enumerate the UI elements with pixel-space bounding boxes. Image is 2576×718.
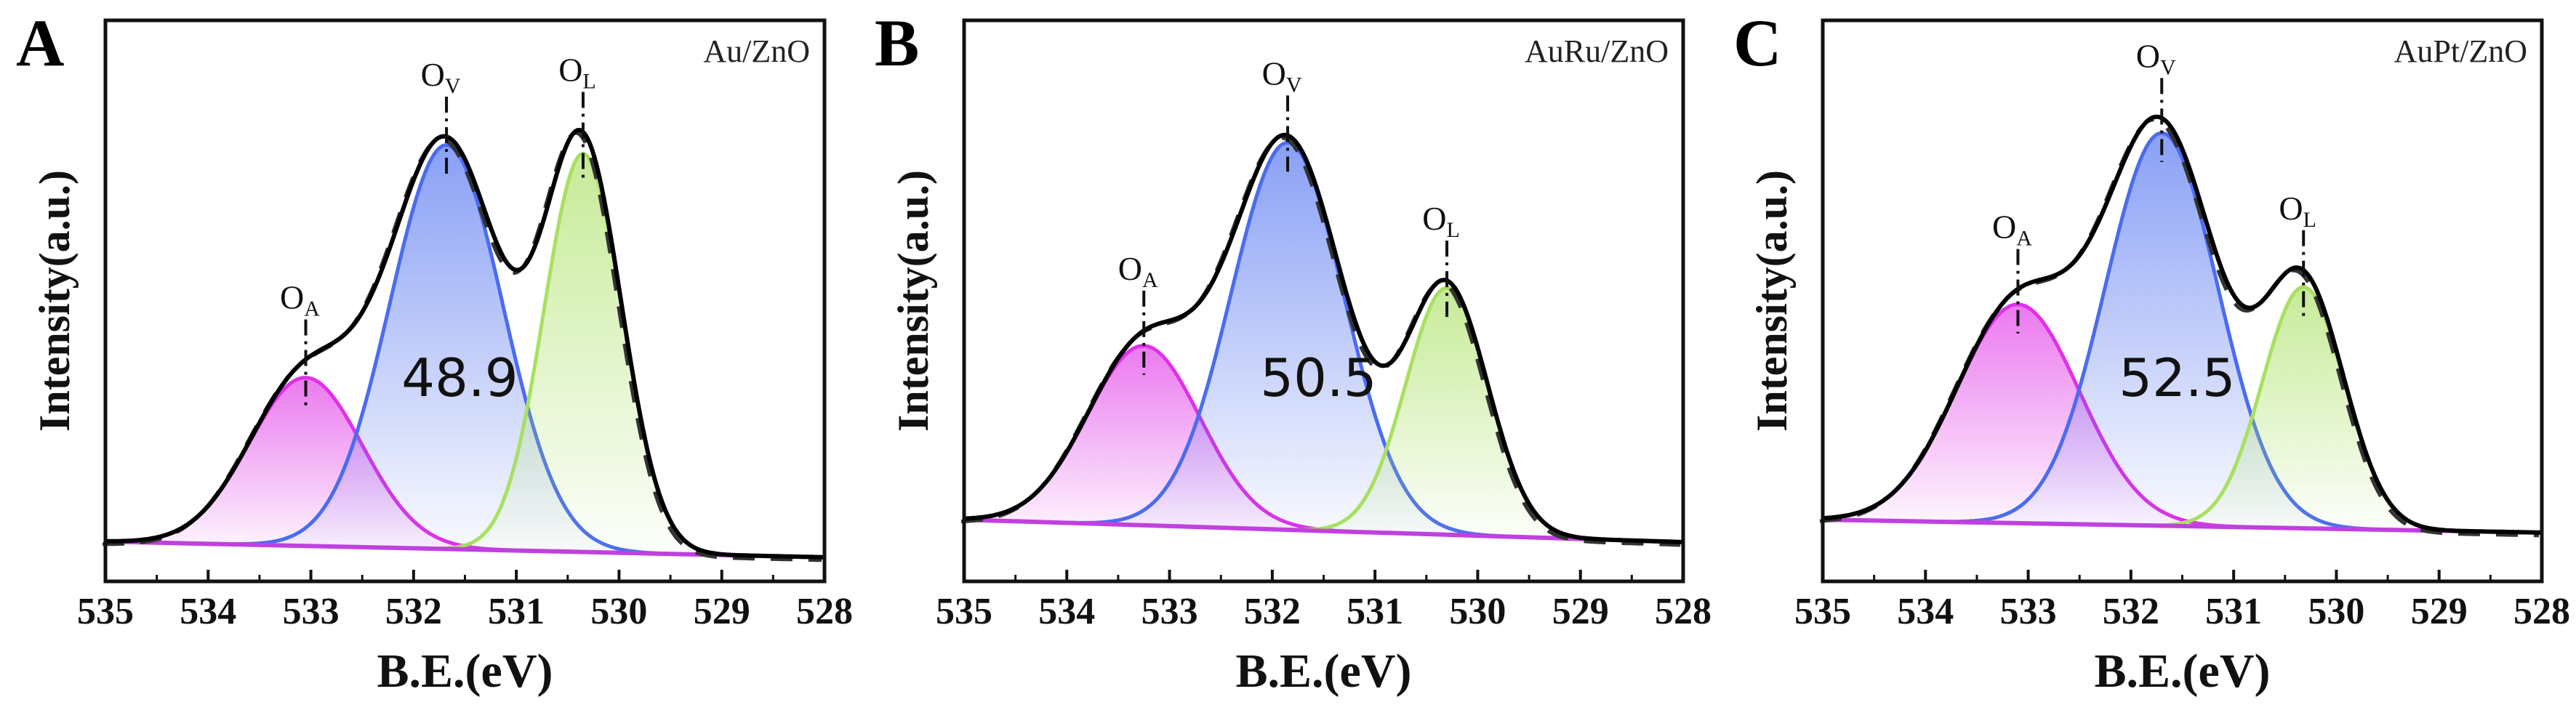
y-axis-label: Intensity(a.u.) <box>889 170 937 432</box>
panel-b: OA OV OL 50.5 535 534 533 532 531 530 529 528 B.E.(e… <box>859 0 1717 718</box>
peak-label-a: OA <box>280 279 320 321</box>
x-tick-label: 533 <box>1141 591 1198 632</box>
x-tick-label: 535 <box>936 591 992 632</box>
x-axis-label: B.E.(eV) <box>1236 645 1412 698</box>
peak-fill-v <box>105 145 824 557</box>
y-axis-label: Intensity(a.u.) <box>31 170 79 432</box>
peak-fill-a <box>105 377 824 557</box>
x-tick-label: 532 <box>385 591 442 632</box>
xps-chart-b: OA OV OL 50.5 535 534 533 532 531 530 529 528 B.E.(e… <box>875 6 1712 698</box>
x-tick-label: 533 <box>2000 591 2057 632</box>
sample-label: Au/ZnO <box>703 33 810 69</box>
vacancy-percent-label: 50.5 <box>1260 347 1376 408</box>
y-axis-label: Intensity(a.u.) <box>1748 170 1796 432</box>
envelope-curve <box>105 127 825 560</box>
x-axis-label: B.E.(eV) <box>2095 645 2271 698</box>
xps-chart-a: OA OV OL 48.9 535 534 533 532 531 530 529 528 B.E.(e… <box>16 6 853 698</box>
peak-label-l: OL <box>1422 200 1460 242</box>
x-tick-label: 531 <box>488 591 545 632</box>
xps-chart-c: OA OV OL 52.5 535 534 533 532 531 530 529 528 B.E.(e… <box>1733 6 2570 698</box>
sample-label: AuRu/ZnO <box>1525 33 1669 69</box>
x-tick-label: 535 <box>1794 591 1851 632</box>
peak-label-v: OV <box>421 56 461 98</box>
peak-label-l: OL <box>558 52 596 94</box>
x-tick-label: 531 <box>2205 591 2262 632</box>
envelope-curve <box>1822 114 2542 535</box>
x-tick-label: 533 <box>283 591 340 632</box>
vacancy-percent-label: 52.5 <box>2119 347 2235 408</box>
panel-letter: B <box>875 6 919 80</box>
peak-fill-l <box>964 288 1683 542</box>
x-tick-label: 528 <box>2513 591 2570 632</box>
x-tick-label: 534 <box>180 591 236 632</box>
x-tick-label: 528 <box>1655 591 1712 632</box>
x-tick-label: 530 <box>590 591 647 632</box>
x-tick-label: 528 <box>796 591 853 632</box>
peak-label-v: OV <box>2136 37 2176 79</box>
x-tick-label: 529 <box>1552 591 1609 632</box>
peak-fill-a <box>1823 304 2542 533</box>
x-tick-label: 535 <box>77 591 134 632</box>
panel-letter: A <box>16 6 64 80</box>
peak-label-l: OL <box>2279 190 2316 232</box>
peak-fill-l <box>1823 287 2542 533</box>
x-tick-label: 529 <box>2411 591 2468 632</box>
x-tick-label: 530 <box>1449 591 1506 632</box>
x-axis-label: B.E.(eV) <box>377 645 553 698</box>
sample-label: AuPt/ZnO <box>2394 33 2527 69</box>
peak-label-a: OA <box>1118 250 1158 292</box>
peak-label-a: OA <box>1992 209 2032 251</box>
x-tick-label: 532 <box>2103 591 2159 632</box>
panel-c: OA OV OL 52.5 535 534 533 532 531 530 529 528 B.E.(e… <box>1717 0 2576 718</box>
peak-fill-v <box>964 142 1683 543</box>
x-tick-label: 531 <box>1347 591 1403 632</box>
peak-label-v: OV <box>1262 55 1302 97</box>
raw-data-curve <box>103 131 822 562</box>
panel-a: OA OV OL 48.9 535 534 533 532 531 530 529 528 B.E.(e… <box>0 0 859 718</box>
vacancy-percent-label: 48.9 <box>401 347 518 408</box>
peak-fill-v <box>1823 133 2542 533</box>
x-tick-label: 532 <box>1244 591 1301 632</box>
x-tick-label: 529 <box>694 591 750 632</box>
peak-fill-a <box>964 345 1683 542</box>
envelope-curve <box>963 132 1684 544</box>
panel-letter: C <box>1733 6 1781 80</box>
x-tick-label: 534 <box>1897 591 1954 632</box>
x-tick-label: 530 <box>2308 591 2364 632</box>
x-tick-label: 534 <box>1038 591 1095 632</box>
